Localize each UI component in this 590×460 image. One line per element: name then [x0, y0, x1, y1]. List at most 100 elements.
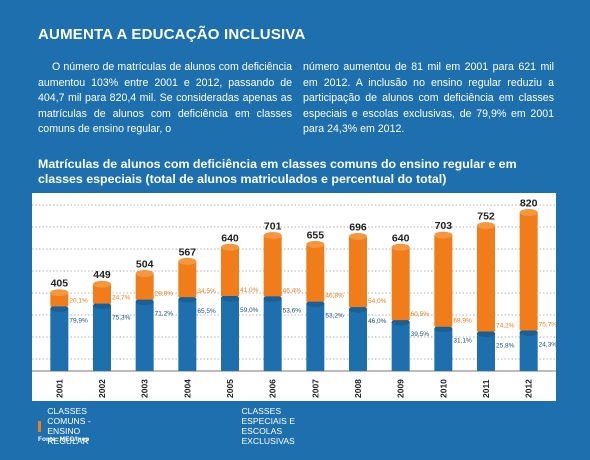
total-label-2011: 752: [477, 211, 495, 223]
percent-special-label-2004: 65,5%: [197, 308, 216, 315]
axis-strip: [32, 371, 556, 401]
bar-regular-2012: [519, 212, 538, 331]
year-label-2010: 2010: [438, 379, 448, 398]
bar-regular-2007: [306, 244, 325, 302]
percent-special-label-2001: 79,9%: [69, 317, 88, 324]
bar-regular-cap-2012: [519, 208, 538, 216]
intro-text-column-2: número aumentou de 81 mil em 2001 para 6…: [303, 61, 554, 136]
year-label-2001: 2001: [54, 379, 64, 398]
bar-regular-2001: [50, 292, 69, 307]
bar-regular-cap-2011: [477, 222, 495, 230]
year-label-2006: 2006: [268, 379, 278, 398]
total-label-2002: 449: [93, 269, 111, 281]
legend-swatch-special: [232, 420, 236, 432]
bar-special-cap-2001: [50, 304, 69, 312]
percent-special-label-2005: 59,0%: [240, 307, 259, 314]
bar-regular-2006: [263, 235, 282, 297]
total-label-2010: 703: [435, 220, 453, 232]
bar-regular-2009: [391, 247, 410, 321]
percent-special-label-2008: 46,0%: [368, 318, 387, 325]
bar-special-2005: [221, 297, 239, 371]
bar-regular-2004: [178, 261, 197, 298]
percent-special-label-2010: 31,1%: [453, 338, 472, 345]
year-label-2004: 2004: [182, 379, 192, 398]
bar-special-2006: [263, 298, 282, 371]
total-label-2012: 820: [520, 197, 538, 209]
bar-special-2012: [519, 332, 538, 371]
total-label-2009: 640: [392, 232, 410, 244]
total-label-2004: 567: [179, 246, 197, 258]
bar-special-cap-2004: [178, 295, 197, 303]
bar-special-2002: [93, 305, 111, 371]
percent-special-label-2006: 53,6%: [283, 307, 302, 314]
bar-special-cap-2006: [263, 294, 282, 302]
year-label-2005: 2005: [225, 379, 235, 398]
bar-regular-cap-2007: [306, 240, 325, 248]
percent-regular-label-2009: 60,5%: [411, 311, 430, 318]
bar-special-cap-2007: [306, 300, 325, 308]
bar-special-2003: [135, 301, 154, 371]
chart-title: Matrículas de alunos com deficiência em …: [38, 157, 517, 186]
bar-special-cap-2008: [349, 305, 367, 313]
percent-regular-label-2002: 24,7%: [112, 295, 131, 302]
year-label-2007: 2007: [310, 379, 320, 398]
bar-regular-cap-2005: [221, 243, 239, 251]
year-label-2012: 2012: [524, 379, 534, 398]
year-label-2003: 2003: [140, 379, 150, 398]
percent-special-label-2003: 71,2%: [155, 311, 174, 318]
percent-regular-label-2004: 34,5%: [197, 288, 216, 295]
percent-special-label-2011: 25,8%: [496, 342, 515, 349]
bar-special-2008: [349, 309, 367, 371]
bar-special-2011: [477, 333, 495, 371]
bar-regular-2011: [477, 225, 495, 332]
bar-special-2007: [306, 303, 325, 371]
total-label-2006: 701: [264, 220, 282, 232]
source-note: Fonte: MEC/Inep: [38, 436, 90, 443]
bar-regular-2003: [135, 273, 154, 300]
total-label-2005: 640: [221, 232, 239, 244]
legend-label-special: CLASSES ESPECIAIS E ESCOLAS EXCLUSIVAS: [241, 406, 295, 446]
bar-special-cap-2003: [135, 298, 154, 306]
legend-swatch-regular: [38, 420, 42, 432]
page-title: AUMENTA A EDUCAÇÃO INCLUSIVA: [38, 26, 306, 43]
percent-special-label-2007: 53,2%: [325, 313, 344, 320]
bar-regular-cap-2009: [391, 243, 410, 251]
bar-regular-cap-2004: [178, 257, 197, 265]
bar-special-cap-2002: [93, 302, 111, 310]
bar-regular-2008: [349, 236, 367, 308]
percent-regular-label-2006: 46,4%: [283, 287, 302, 294]
percent-regular-label-2005: 41,0%: [240, 287, 259, 294]
percent-regular-label-2008: 54,0%: [368, 298, 387, 305]
bar-special-2004: [178, 299, 197, 371]
legend-item-special: CLASSES ESPECIAIS E ESCOLAS EXCLUSIVAS: [232, 406, 302, 446]
percent-regular-label-2010: 68,9%: [453, 318, 472, 325]
bar-special-2001: [50, 308, 69, 371]
bar-regular-cap-2006: [263, 231, 282, 239]
bar-special-cap-2011: [477, 329, 495, 337]
percent-regular-label-2001: 20,1%: [69, 297, 88, 304]
bar-special-2010: [434, 328, 453, 371]
percent-regular-label-2007: 46,8%: [325, 293, 344, 300]
bar-regular-cap-2001: [50, 289, 69, 297]
bar-regular-2010: [434, 235, 453, 327]
percent-regular-label-2011: 74,2%: [496, 322, 515, 329]
total-label-2007: 655: [307, 229, 325, 241]
bar-regular-2005: [221, 247, 239, 296]
bar-regular-cap-2003: [135, 270, 154, 278]
intro-text-column-1: O número de matrículas de alunos com def…: [38, 61, 292, 136]
percent-special-label-2012: 24,3%: [539, 341, 556, 348]
year-label-2008: 2008: [353, 379, 363, 398]
bar-special-2009: [391, 322, 410, 371]
legend-item-regular: CLASSES COMUNS - ENSINO REGULAR: [38, 406, 97, 446]
bar-special-cap-2010: [434, 325, 453, 333]
percent-regular-label-2003: 28,8%: [155, 291, 174, 298]
bar-regular-cap-2010: [434, 231, 453, 239]
chart-area: 405 20,1% 79,9% 2001 449 24,7% 75,3% 2002 504 28,…: [32, 193, 557, 401]
total-label-2003: 504: [136, 259, 154, 271]
bar-regular-cap-2002: [93, 280, 111, 288]
percent-special-label-2002: 75,3%: [112, 315, 131, 322]
bar-regular-cap-2008: [349, 232, 367, 240]
percent-special-label-2009: 39,5%: [411, 331, 430, 338]
year-label-2011: 2011: [481, 379, 491, 398]
